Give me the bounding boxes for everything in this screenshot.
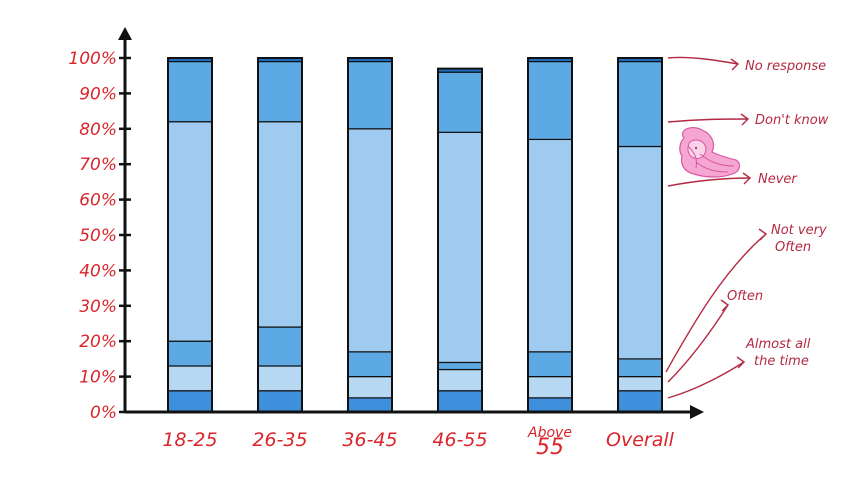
bar-segment-not-very-often [617,358,663,378]
bar-segment-don-t-know [437,71,483,133]
legend-label: Almost all [745,337,811,352]
y-tick-label: 30% [79,297,117,317]
bar-segment-never [257,121,303,328]
legend-arrow [665,233,767,373]
y-tick-label: 80% [79,120,117,140]
bar-segment-almost-all-the-time [617,390,663,413]
legend-arrow [667,304,729,383]
legend-label: No response [745,59,826,74]
bar-segment-often [437,368,483,392]
bar-segment-almost-all-the-time [527,397,573,413]
y-tick-label: 10% [79,368,117,388]
legend-layer: No response Don't know Never Not very Often O… [665,56,829,399]
x-category-label: 46-55 [432,429,487,451]
legend-label: Often [775,240,811,255]
legend-arrow [667,361,745,399]
legend-arrowhead [720,299,730,312]
bar-segment-don-t-know [257,60,303,123]
bar-segment-not-very-often [257,326,303,367]
legend-label: Don't know [755,113,829,128]
bar-segment-often [257,365,303,392]
x-axis-arrowhead [690,405,704,419]
bar-segment-never [527,138,573,353]
legend-arrowhead [742,172,752,185]
bar-segment-often [617,376,663,392]
y-tick-label: 50% [79,226,117,246]
bar-segment-never [347,128,393,353]
bar-segment-almost-all-the-time [347,397,393,413]
y-ticks-layer: 0% 10% 20% 30% 40% 50% 60% 70% 80% 90% 100% [68,49,131,423]
bar-segment-almost-all-the-time [167,390,213,413]
x-category-label: 55 [536,435,564,460]
y-tick-label: 90% [79,84,117,104]
legend-label: Often [727,289,763,304]
bar-segment-almost-all-the-time [257,390,303,413]
legend-label: Never [758,172,798,187]
legend-label: Not very [771,223,827,238]
y-tick-label: 60% [79,191,117,211]
bar-segment-don-t-know [527,60,573,141]
x-category-label: 26-35 [252,429,307,451]
y-tick-label: 70% [79,155,117,175]
bar-segment-not-very-often [167,340,213,367]
legend-arrowhead [758,228,768,241]
bar-segment-don-t-know [347,60,393,130]
bar-segment-never [437,131,483,364]
y-tick-label: 0% [90,403,117,423]
bar-segment-never [167,121,213,342]
bars-layer [167,57,663,414]
x-category-label: 36-45 [342,429,397,451]
x-category-label: Overall [606,429,675,451]
axes-layer [118,27,704,419]
y-axis-arrowhead [118,27,132,40]
x-category-label: 18-25 [162,429,217,451]
y-tick-label: 40% [79,261,117,281]
bar-segment-often [527,376,573,399]
legend-arrowhead [730,58,740,71]
legend-label: the time [754,354,809,369]
legend-arrowhead [736,356,746,369]
legend-arrow [667,56,739,65]
bar-segment-not-very-often [437,361,483,371]
bar-segment-almost-all-the-time [437,390,483,413]
y-tick-label: 20% [79,332,117,352]
bar-segment-often [347,376,393,399]
bar-segment-not-very-often [527,351,573,378]
bar-segment-often [167,365,213,392]
bar-segment-not-very-often [347,351,393,378]
pink-haired-figure-icon [679,126,741,178]
y-tick-label: 100% [68,49,117,69]
bar-segment-don-t-know [167,60,213,123]
bar-segment-never [617,145,663,360]
x-category-label: Above [527,425,572,441]
legend-arrow [667,177,751,187]
bar-segment-don-t-know [617,60,663,148]
legend-arrow [667,118,749,123]
legend-arrowhead [740,113,750,126]
